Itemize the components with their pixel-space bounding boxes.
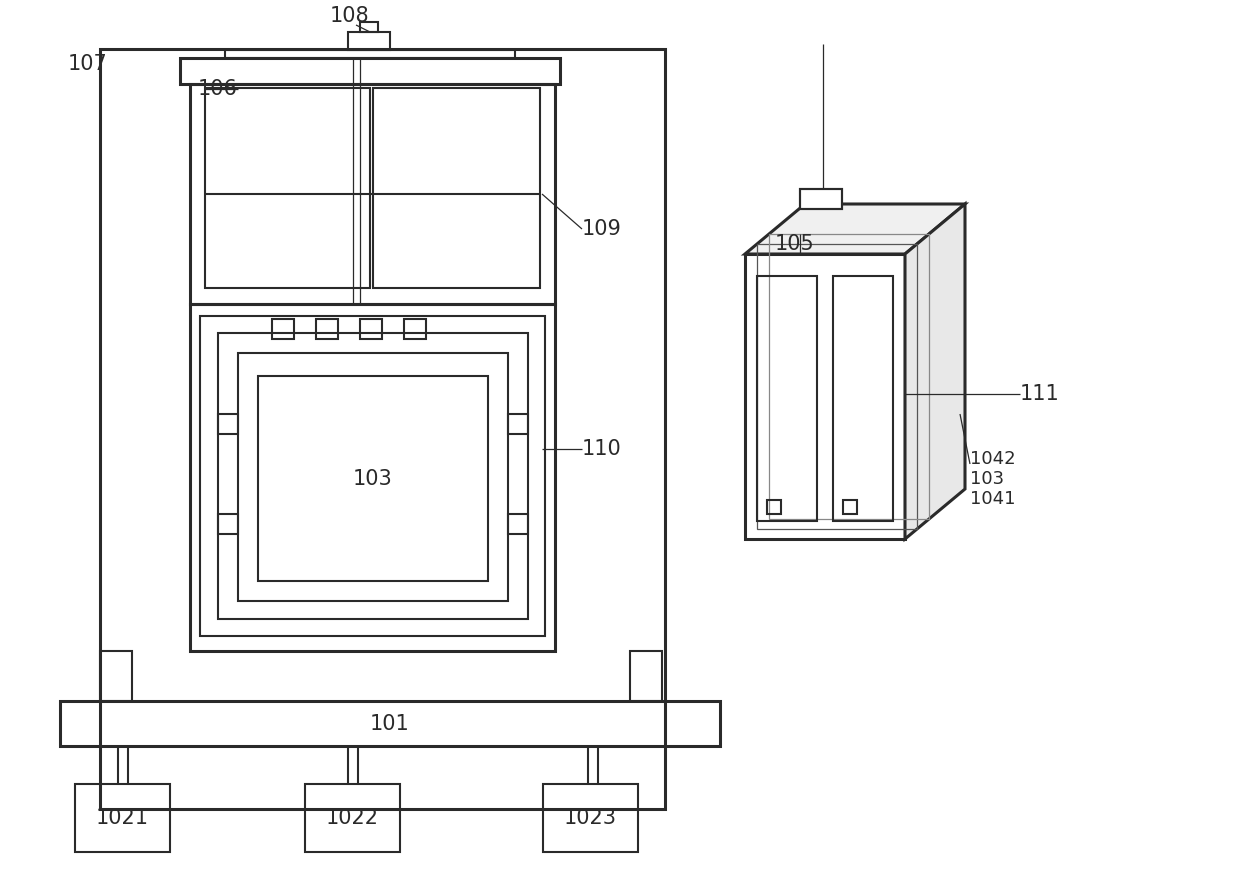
- Bar: [800, 189, 842, 209]
- Bar: [768, 500, 781, 514]
- Text: 103: 103: [970, 470, 1004, 488]
- Bar: [843, 500, 857, 514]
- Polygon shape: [745, 204, 965, 254]
- Text: 103: 103: [353, 469, 393, 489]
- Polygon shape: [905, 204, 965, 539]
- Bar: [190, 84, 556, 304]
- Bar: [756, 244, 918, 529]
- Text: 105: 105: [775, 234, 815, 254]
- Text: 1041: 1041: [970, 490, 1016, 508]
- Bar: [218, 414, 238, 434]
- Text: 109: 109: [582, 219, 622, 239]
- Bar: [100, 651, 131, 701]
- Bar: [316, 319, 339, 339]
- Text: 1042: 1042: [970, 450, 1016, 468]
- Bar: [100, 49, 665, 809]
- Bar: [218, 514, 238, 534]
- Bar: [833, 276, 893, 521]
- Text: 1023: 1023: [563, 808, 616, 828]
- Bar: [800, 189, 842, 209]
- Bar: [218, 333, 528, 619]
- Bar: [508, 514, 528, 534]
- Bar: [60, 701, 720, 746]
- Text: 110: 110: [582, 439, 621, 459]
- Bar: [769, 234, 929, 519]
- Bar: [238, 353, 508, 601]
- Bar: [272, 319, 294, 339]
- Bar: [258, 376, 489, 581]
- Text: 1022: 1022: [325, 808, 378, 828]
- Bar: [180, 58, 560, 84]
- Bar: [630, 651, 662, 701]
- Bar: [745, 254, 905, 539]
- Bar: [205, 88, 370, 288]
- Text: 101: 101: [370, 714, 410, 734]
- Bar: [224, 50, 515, 58]
- Bar: [360, 22, 378, 32]
- Text: 108: 108: [330, 6, 370, 26]
- Bar: [543, 784, 639, 852]
- Bar: [305, 784, 401, 852]
- Bar: [348, 32, 391, 50]
- Text: 1021: 1021: [95, 808, 149, 828]
- Bar: [360, 319, 382, 339]
- Bar: [508, 414, 528, 434]
- Bar: [404, 319, 427, 339]
- Bar: [756, 276, 817, 521]
- Bar: [200, 316, 546, 636]
- Text: 111: 111: [1021, 384, 1060, 404]
- Text: 107: 107: [68, 54, 108, 74]
- Bar: [74, 784, 170, 852]
- Bar: [190, 304, 556, 651]
- Bar: [373, 88, 539, 288]
- Text: 106: 106: [198, 79, 238, 99]
